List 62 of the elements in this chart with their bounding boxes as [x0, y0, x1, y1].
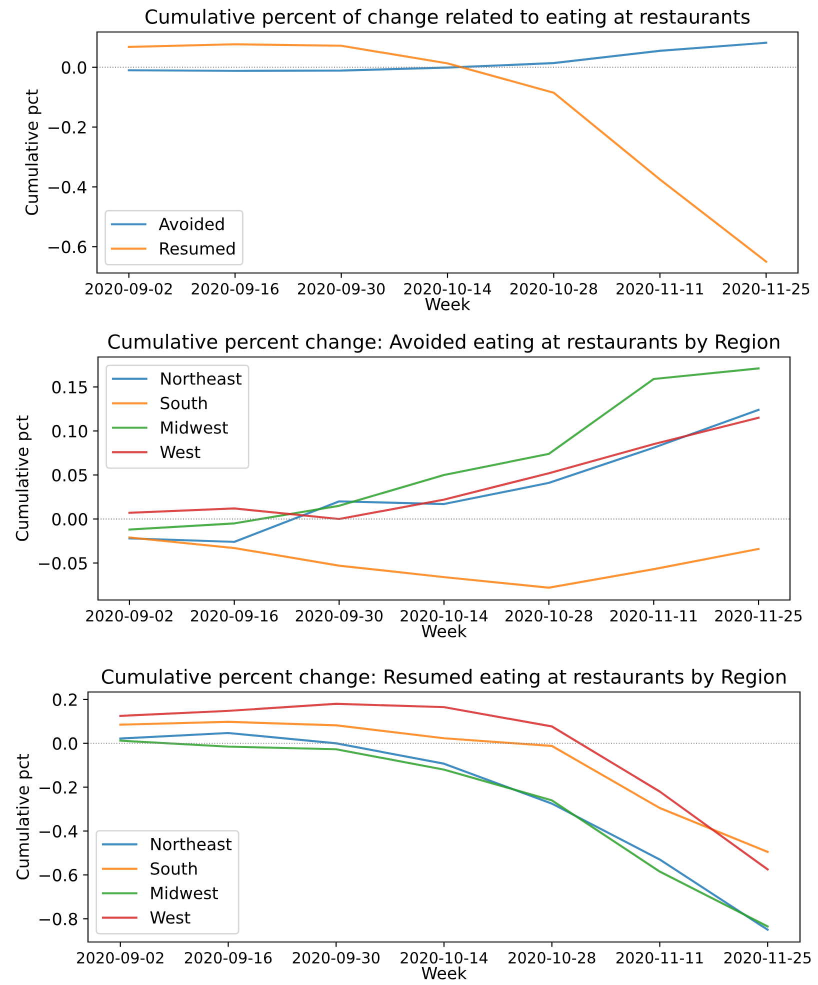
x-tick-label: 2020-11-11 — [610, 610, 697, 622]
y-tick-label: −0.2 — [40, 781, 77, 794]
y-tick-label: −0.4 — [48, 180, 86, 194]
x-tick-label: 2020-09-02 — [86, 610, 172, 622]
legend-label: Northeast — [161, 372, 242, 385]
legend-label: Avoided — [158, 217, 224, 230]
legend-label: West — [150, 911, 190, 924]
y-tick-label: 0.05 — [52, 468, 87, 482]
chart-title: Cumulative percent change: Resumed eating at restaurants by Region — [102, 668, 786, 688]
y-tick-label: −0.6 — [40, 868, 78, 882]
x-tick-label: 2020-09-16 — [191, 610, 278, 622]
x-tick-label: 2020-11-11 — [616, 952, 703, 964]
y-axis-title: Cumulative pct — [16, 416, 32, 541]
x-tick-label: 2020-11-25 — [724, 952, 811, 964]
legend-label: Northeast — [151, 837, 232, 850]
x-axis-title: Week — [425, 298, 470, 310]
line-series — [128, 367, 760, 531]
x-tick-label: 2020-09-30 — [292, 952, 380, 964]
x-tick-label: 2020-09-30 — [296, 610, 383, 622]
y-tick-label: −0.4 — [40, 824, 78, 838]
x-tick-label: 2020-09-16 — [184, 952, 272, 964]
y-tick-label: −0.2 — [48, 121, 86, 134]
x-tick-label: 2020-09-02 — [77, 952, 164, 964]
y-tick-label: −0.8 — [40, 912, 78, 926]
x-tick-label: 2020-10-28 — [510, 282, 598, 295]
legend-label: Midwest — [151, 886, 218, 900]
line-series — [128, 43, 768, 263]
y-tick-label: −0.6 — [48, 240, 86, 254]
x-axis-title: Week — [422, 966, 467, 980]
y-tick-label: 0.15 — [52, 380, 87, 394]
y-tick-label: 0.00 — [52, 512, 88, 526]
y-tick-label: −0.05 — [38, 556, 87, 570]
x-tick-label: 2020-09-30 — [298, 282, 385, 295]
y-tick-label: 0.0 — [52, 737, 78, 750]
x-tick-label: 2020-09-16 — [192, 282, 279, 295]
x-axis-title: Week — [422, 624, 467, 638]
x-tick-label: 2020-10-28 — [508, 952, 596, 964]
chart-title: Cumulative percent of change related to eating at restaurants — [146, 8, 750, 28]
line-series — [128, 536, 760, 589]
legend-label: Midwest — [161, 420, 228, 434]
legend-label: Resumed — [160, 242, 235, 255]
line-series — [119, 720, 769, 853]
y-axis-title: Cumulative pct — [16, 754, 32, 880]
x-tick-label: 2020-11-25 — [715, 610, 802, 622]
y-axis-title: Cumulative pct — [25, 90, 42, 215]
y-tick-label: 0.2 — [52, 693, 77, 706]
x-tick-label: 2020-10-14 — [400, 610, 488, 622]
x-tick-label: 2020-10-28 — [506, 610, 592, 622]
x-tick-label: 2020-10-14 — [404, 282, 492, 295]
line-series — [128, 408, 760, 543]
y-tick-label: 0.0 — [62, 61, 86, 74]
legend-label: West — [160, 446, 200, 458]
legend-label: South — [160, 396, 207, 410]
line-series — [128, 416, 760, 520]
x-tick-label: 2020-10-14 — [400, 952, 488, 964]
x-tick-label: 2020-11-25 — [722, 282, 810, 295]
chart-title: Cumulative percent change: Avoided eating at restaurants by Region — [108, 334, 780, 353]
x-tick-label: 2020-09-02 — [86, 282, 172, 295]
line-series — [128, 42, 768, 72]
x-tick-label: 2020-11-11 — [616, 282, 703, 295]
y-tick-label: 0.10 — [52, 424, 88, 438]
legend-label: South — [150, 862, 197, 875]
